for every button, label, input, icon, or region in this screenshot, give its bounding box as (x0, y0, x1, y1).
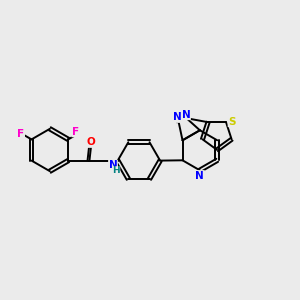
Text: H: H (112, 167, 120, 176)
Text: O: O (86, 137, 95, 147)
Text: N: N (182, 110, 190, 120)
Text: S: S (228, 117, 236, 127)
Text: N: N (109, 160, 117, 170)
Text: N: N (196, 171, 204, 181)
Text: N: N (173, 112, 182, 122)
Text: F: F (17, 128, 25, 139)
Text: F: F (72, 127, 79, 137)
